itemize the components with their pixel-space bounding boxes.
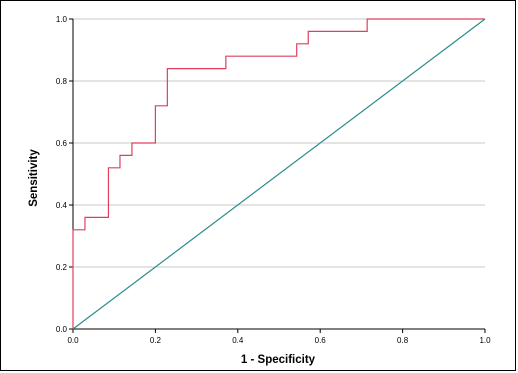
y-axis-title: Sensitivity bbox=[28, 149, 40, 207]
y-tick-label-3: 0.6 bbox=[56, 139, 68, 148]
x-tick-label-0: 0.0 bbox=[67, 336, 79, 345]
x-axis-title: 1 - Specificity bbox=[241, 354, 316, 366]
x-tick-label-1: 0.2 bbox=[150, 336, 162, 345]
y-tick-label-2: 0.4 bbox=[56, 201, 68, 210]
series-layer bbox=[72, 18, 486, 330]
y-tick-label-1: 0.2 bbox=[56, 263, 68, 272]
roc-curve-series bbox=[72, 18, 485, 329]
y-tick-label-4: 0.8 bbox=[56, 77, 68, 86]
x-tick-label-5: 1.0 bbox=[479, 336, 491, 345]
reference-line-series bbox=[72, 18, 486, 330]
x-tick-label-2: 0.4 bbox=[232, 336, 244, 345]
y-tick-label-0: 0.0 bbox=[56, 325, 68, 334]
tick-labels: 0.0 0.2 0.4 0.6 0.8 1.0 0.0 0.2 0.4 0.6 0.8 1.0 bbox=[56, 15, 491, 345]
x-tick-label-3: 0.6 bbox=[315, 336, 327, 345]
y-tick-label-5: 1.0 bbox=[56, 15, 68, 24]
x-tick-label-4: 0.8 bbox=[397, 336, 409, 345]
